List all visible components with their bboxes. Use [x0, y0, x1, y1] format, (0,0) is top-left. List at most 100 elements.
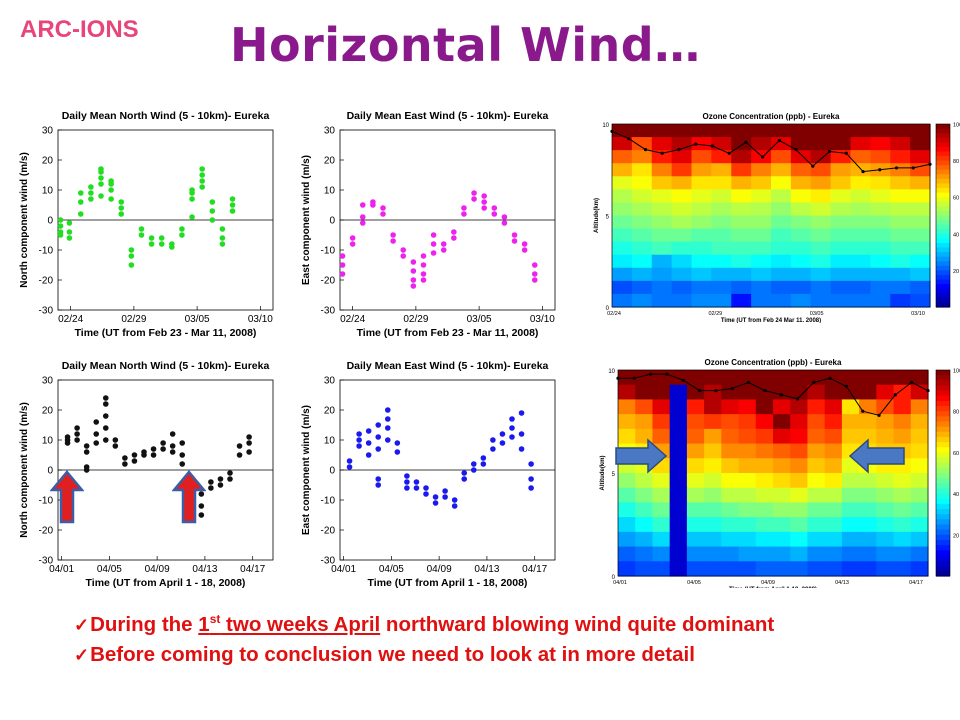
heatmap-cell — [841, 414, 860, 430]
data-point — [339, 271, 346, 277]
heatmap-cell — [807, 517, 826, 533]
colorbar-segment — [936, 284, 950, 290]
data-point — [138, 232, 145, 238]
data-point — [394, 440, 401, 446]
colorbar-segment — [936, 261, 950, 267]
data-point — [189, 187, 195, 193]
heatmap-cell — [731, 215, 752, 230]
heatmap-cell — [738, 517, 757, 533]
altitude-marker — [763, 389, 767, 393]
heatmap-cell — [635, 546, 654, 562]
heatmap-cell — [771, 163, 792, 177]
heatmap-cell — [790, 414, 809, 430]
heatmap-cell — [652, 531, 671, 548]
heatmap-cell — [731, 150, 752, 164]
heatmap-cell — [790, 215, 812, 230]
colorbar-segment — [936, 447, 950, 453]
data-point — [451, 229, 457, 235]
heatmap-cell — [755, 443, 774, 459]
altitude-marker — [777, 138, 781, 143]
heatmap-cell — [790, 137, 812, 151]
heatmap-cell — [830, 189, 852, 204]
arrow-right-blue — [615, 438, 668, 474]
data-point — [128, 247, 135, 253]
heatmap-cell — [910, 370, 929, 386]
data-point — [528, 461, 534, 467]
heatmap-cell — [686, 502, 705, 518]
heatmap-cell — [738, 370, 757, 386]
data-point — [440, 247, 447, 253]
y-tick-label: 20 — [324, 406, 336, 417]
x-tick-label: 03/05 — [810, 311, 824, 317]
heatmap-cell — [810, 254, 832, 269]
colorbar-segment — [936, 400, 950, 407]
heatmap-cell — [807, 546, 826, 562]
colorbar-segment — [936, 473, 950, 479]
heatmap-cell — [790, 150, 812, 164]
data-point — [150, 446, 157, 452]
heatmap-cell — [790, 502, 809, 518]
y-tick-label: 5 — [606, 215, 610, 221]
data-point — [208, 479, 214, 485]
heatmap-cell — [841, 458, 860, 474]
y-tick-label: 0 — [329, 216, 335, 227]
heatmap-cell — [830, 241, 852, 256]
heatmap-cell — [669, 561, 688, 577]
heatmap-cell — [711, 176, 732, 190]
data-point — [246, 440, 252, 446]
data-point — [217, 476, 224, 482]
heatmap-cell — [850, 189, 871, 204]
heatmap-cell — [704, 473, 722, 489]
heatmap-cell — [773, 561, 791, 577]
heatmap-cell — [841, 428, 860, 445]
x-tick-label: 03/05 — [185, 314, 210, 325]
x-tick-label: 04/09 — [427, 564, 452, 575]
colorbar-segment — [936, 224, 950, 230]
colorbar-segment — [936, 197, 950, 203]
heatmap-cell — [711, 215, 732, 230]
heatmap-cell — [731, 254, 752, 269]
heatmap-cell — [691, 202, 712, 217]
colorbar-segment — [936, 539, 950, 546]
data-point — [359, 214, 366, 220]
colorbar-tick-label: 40 — [953, 492, 959, 498]
heatmap-cell — [631, 137, 653, 151]
heatmap-cell — [790, 228, 812, 243]
altitude-marker — [812, 380, 816, 384]
colorbar-segment — [936, 524, 950, 531]
altitude-marker — [878, 168, 882, 172]
heatmap-cell — [631, 267, 653, 282]
heatmap-cell — [635, 473, 654, 489]
data-point — [93, 419, 100, 425]
heatmap-cell — [686, 546, 705, 562]
heatmap-cell — [790, 202, 812, 217]
heatmap-cell — [618, 370, 636, 386]
data-point — [509, 434, 515, 440]
colorbar-segment — [936, 233, 950, 239]
heatmap-cell — [651, 137, 673, 151]
data-point — [208, 485, 214, 491]
heatmap-cell — [686, 487, 705, 504]
colorbar-segment — [936, 142, 950, 148]
y-tick-label: 0 — [329, 466, 335, 477]
heatmap-cell — [711, 137, 732, 151]
heatmap-cell — [618, 546, 636, 562]
data-point — [375, 422, 382, 428]
heatmap-cell — [651, 280, 673, 295]
heatmap-cell — [830, 228, 852, 243]
altitude-marker — [744, 140, 748, 144]
heatmap-cell — [771, 228, 792, 243]
data-point — [57, 217, 64, 223]
heatmap-cell — [738, 399, 757, 415]
colorbar-segment — [936, 390, 950, 397]
heatmap-cell — [652, 517, 671, 533]
heatmap-cell — [824, 473, 843, 489]
heatmap-cell — [807, 414, 826, 430]
y-tick-label: 0 — [47, 466, 53, 477]
data-point — [442, 494, 448, 500]
x-tick-label: 02/29 — [121, 314, 146, 325]
data-point — [122, 455, 128, 461]
heatmap-cell — [631, 293, 653, 308]
heatmap-cell — [859, 546, 877, 562]
data-point — [440, 241, 447, 247]
